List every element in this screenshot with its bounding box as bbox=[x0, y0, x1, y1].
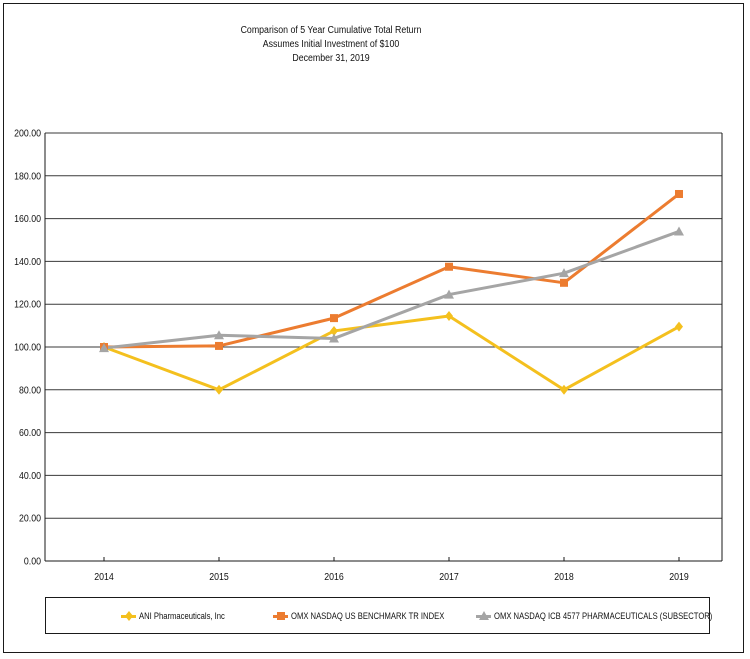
data-point-benchmark bbox=[445, 262, 453, 271]
legend-marker-ani bbox=[125, 611, 133, 621]
y-tick-label: 160.00 bbox=[14, 213, 41, 225]
triangle-marker-icon bbox=[479, 611, 489, 620]
y-tick-label: 60.00 bbox=[19, 427, 41, 439]
x-tick-labels: 2014 2015 2016 2017 2018 2019 bbox=[94, 570, 689, 582]
series-markers bbox=[99, 189, 684, 395]
data-point-ani bbox=[445, 310, 453, 321]
legend-swatch-ani bbox=[121, 609, 136, 623]
series-line-pharma bbox=[103, 230, 680, 350]
y-tick-label: 140.00 bbox=[14, 255, 41, 267]
legend-item-pharma: OMX NASDAQ ICB 4577 PHARMACEUTICALS (SUB… bbox=[476, 609, 750, 623]
legend-marker-pharma bbox=[479, 611, 489, 620]
legend-item-ani: ANI Pharmaceuticals, Inc bbox=[121, 609, 240, 623]
chart-legend: ANI Pharmaceuticals, Inc OMX NASDAQ US B… bbox=[45, 597, 712, 634]
legend-label-pharma: OMX NASDAQ ICB 4577 PHARMACEUTICALS (SUB… bbox=[494, 611, 713, 621]
data-point-ani bbox=[675, 321, 683, 332]
chart-title-line-2: Assumes Initial Investment of $100 bbox=[262, 39, 400, 50]
x-tick-label: 2018 bbox=[554, 570, 574, 582]
data-point-pharma bbox=[99, 343, 109, 353]
chart-title-line-1: Comparison of 5 Year Cumulative Total Re… bbox=[240, 25, 422, 36]
chart-frame bbox=[3, 3, 744, 653]
y-tick-label: 0.00 bbox=[24, 555, 41, 567]
y-tick-label: 20.00 bbox=[19, 512, 41, 524]
y-tick-label: 100.00 bbox=[14, 341, 41, 353]
y-tick-label: 120.00 bbox=[14, 298, 41, 310]
diamond-marker-icon bbox=[125, 611, 133, 621]
data-point-pharma bbox=[674, 226, 684, 236]
chart-title-line-3: December 31, 2019 bbox=[292, 53, 370, 64]
legend-swatch-benchmark bbox=[273, 609, 288, 623]
chart-title: Comparison of 5 Year Cumulative Total Re… bbox=[40, 24, 623, 66]
x-tick-label: 2016 bbox=[324, 570, 344, 582]
data-point-ani bbox=[560, 384, 568, 395]
series-line-ani bbox=[103, 314, 680, 392]
gridlines bbox=[45, 132, 722, 519]
series-lines bbox=[103, 192, 680, 392]
data-point-benchmark bbox=[330, 314, 338, 323]
data-point-pharma bbox=[559, 268, 569, 278]
data-point-benchmark bbox=[215, 341, 223, 350]
legend-swatch-pharma bbox=[476, 609, 491, 623]
y-tick-label: 200.00 bbox=[14, 127, 41, 139]
x-tick-label: 2019 bbox=[669, 570, 689, 582]
axes bbox=[44, 133, 723, 562]
legend-item-benchmark: OMX NASDAQ US BENCHMARK TR INDEX bbox=[273, 609, 471, 623]
legend-label-benchmark: OMX NASDAQ US BENCHMARK TR INDEX bbox=[291, 611, 445, 621]
data-point-pharma bbox=[214, 330, 224, 340]
square-marker-icon bbox=[277, 612, 285, 620]
x-tick-label: 2017 bbox=[439, 570, 459, 582]
legend-label-ani: ANI Pharmaceuticals, Inc bbox=[139, 611, 225, 621]
x-tick-label: 2014 bbox=[94, 570, 114, 582]
data-point-benchmark bbox=[560, 278, 568, 287]
data-point-ani bbox=[330, 325, 338, 336]
y-tick-label: 180.00 bbox=[14, 170, 41, 182]
data-point-ani bbox=[215, 384, 223, 395]
y-tick-label: 80.00 bbox=[19, 384, 41, 396]
legend-marker-benchmark bbox=[277, 612, 285, 620]
x-tick-label: 2015 bbox=[209, 570, 229, 582]
y-tick-labels: 0.00 20.00 40.00 60.00 80.00 100.00 120.00 140.… bbox=[14, 127, 41, 567]
y-tick-label: 40.00 bbox=[19, 469, 41, 481]
series-line-benchmark bbox=[103, 192, 680, 349]
data-point-pharma bbox=[444, 289, 454, 299]
data-point-benchmark bbox=[675, 189, 683, 198]
data-point-pharma bbox=[329, 333, 339, 343]
